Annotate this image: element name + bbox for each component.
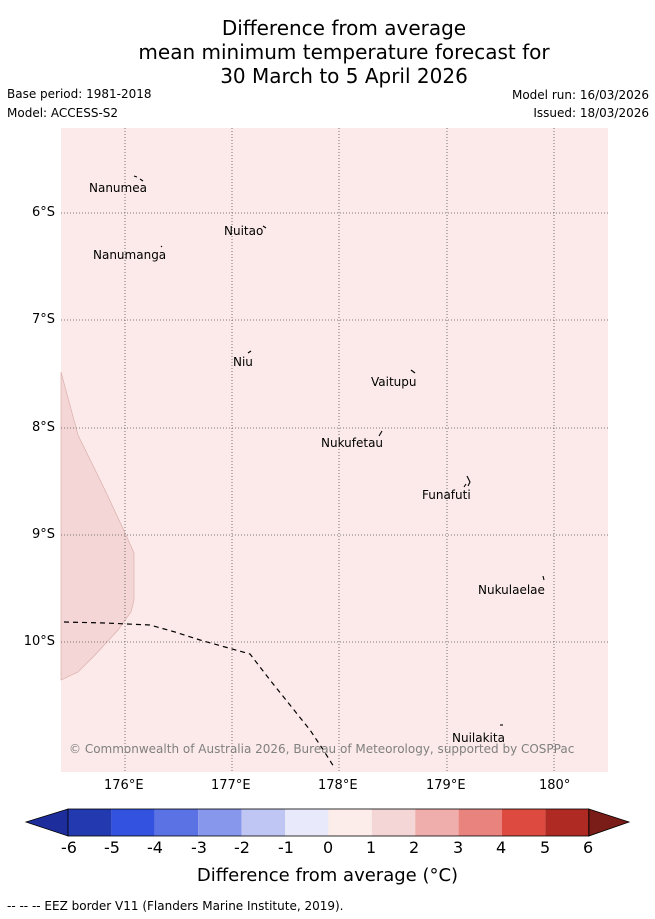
place-nuilakita: Nuilakita: [452, 731, 505, 745]
title-line-3: 30 March to 5 April 2026: [220, 64, 468, 88]
title-line-2: mean minimum temperature forecast for: [138, 40, 550, 64]
nuitao-island: [262, 225, 267, 229]
colorbar-frame: [67, 808, 590, 837]
colorbar-bin: [545, 809, 589, 836]
colorbar-extend-high: [588, 808, 631, 837]
nanumea-island: [133, 175, 144, 182]
vaitupu-island: [410, 369, 416, 374]
colorbar-bin: [198, 809, 242, 836]
colorbar-bin: [68, 809, 112, 836]
colorbar-tick: 1: [366, 838, 377, 857]
place-nukulaelae: Nukulaelae: [478, 583, 545, 597]
colorbar-bin: [415, 809, 459, 836]
lat-label-6s: 6°S: [31, 205, 55, 220]
nukufetau-island: [378, 430, 383, 437]
colorbar-tick: 5: [540, 838, 551, 857]
colorbar-tick: 0: [323, 838, 334, 857]
place-vaitupu: Vaitupu: [371, 375, 417, 389]
place-funafuti: Funafuti: [422, 488, 471, 502]
model-name: Model: ACCESS-S2: [7, 106, 119, 120]
colorbar-tick: -1: [278, 838, 294, 857]
lat-label-9s: 9°S: [31, 527, 55, 542]
colorbar: [24, 808, 631, 837]
model-run: Model run: 16/03/2026: [511, 88, 649, 102]
warm-anomaly-region: [60, 371, 135, 681]
colorbar-tick: -2: [234, 838, 250, 857]
nanumanga-island: [160, 245, 163, 248]
lon-label-179e: 179°E: [426, 778, 466, 793]
lat-label-10s: 10°S: [23, 634, 55, 649]
colorbar-tick: -4: [147, 838, 163, 857]
colorbar-tick: 6: [583, 838, 594, 857]
colorbar-bin: [241, 809, 285, 836]
colorbar-tick: -5: [104, 838, 120, 857]
colorbar-title: Difference from average (°C): [196, 865, 459, 886]
base-period: Base period: 1981-2018: [7, 87, 152, 101]
eez-legend: -- -- -- EEZ border V11 (Flanders Marine…: [7, 899, 344, 913]
map-title: Difference from average mean minimum tem…: [0, 16, 655, 88]
lat-label-8s: 8°S: [31, 420, 55, 435]
colorbar-tick: 2: [409, 838, 420, 857]
place-nuitao: Nuitao: [224, 224, 264, 238]
colorbar-bin: [371, 809, 416, 836]
lon-label-176e: 176°E: [104, 778, 144, 793]
place-nukufetau: Nukufetau: [321, 436, 384, 450]
title-line-1: Difference from average: [221, 16, 467, 40]
islands: [133, 175, 545, 726]
place-niu: Niu: [233, 355, 253, 369]
lat-label-7s: 7°S: [31, 312, 55, 327]
niu-island: [247, 350, 252, 354]
issued-date: Issued: 18/03/2026: [533, 106, 649, 120]
place-nanumea: Nanumea: [89, 181, 147, 195]
lon-label-177e: 177°E: [211, 778, 251, 793]
lon-label-180: 180°: [539, 778, 571, 793]
eez-border: [63, 621, 335, 768]
colorbar-tick: 4: [496, 838, 507, 857]
colorbar-tick: 3: [453, 838, 464, 857]
colorbar-bin: [285, 809, 329, 836]
copyright-notice: © Commonwealth of Australia 2026, Bureau…: [69, 742, 575, 756]
graticule: [61, 128, 608, 772]
colorbar-bin: [458, 809, 502, 836]
colorbar-tick: -3: [191, 838, 207, 857]
colorbar-bin: [502, 809, 546, 836]
colorbar-tick: -6: [61, 838, 77, 857]
colorbar-bin: [328, 809, 372, 836]
colorbar-extend-low: [24, 808, 69, 837]
lon-label-178e: 178°E: [318, 778, 358, 793]
funafuti-island: [463, 475, 471, 488]
map-background: [61, 128, 608, 772]
place-nanumanga: Nanumanga: [93, 248, 167, 262]
colorbar-bin: [154, 809, 199, 836]
nukulaelae-island: [542, 575, 545, 581]
colorbar-bin: [111, 809, 155, 836]
